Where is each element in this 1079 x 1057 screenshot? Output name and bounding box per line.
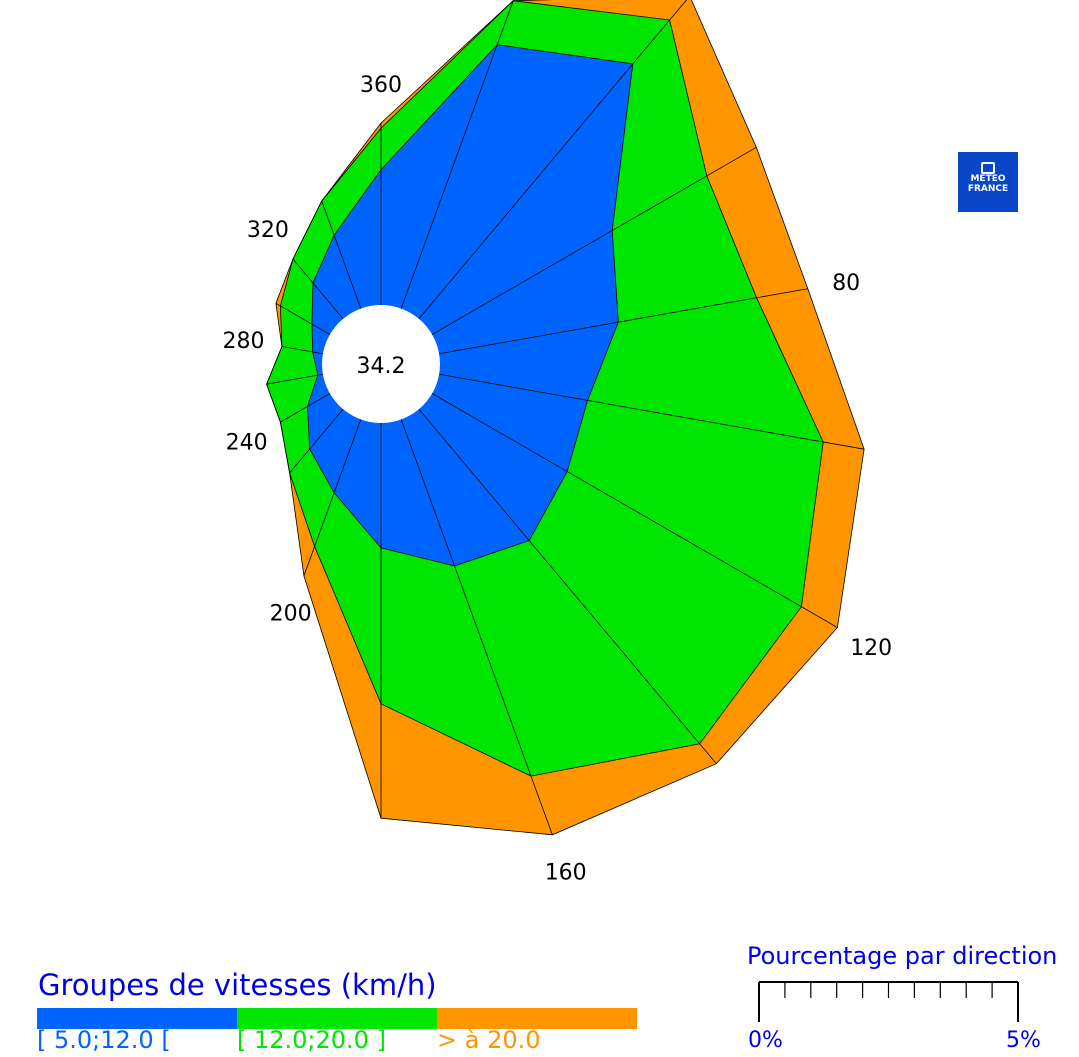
- calm-value: 34.2: [357, 354, 406, 379]
- direction-labels: 4080120160200240280320360: [223, 73, 893, 885]
- legend-swatch-high: [437, 1008, 637, 1029]
- spoke-260: [266, 373, 323, 385]
- spoke-220: [289, 408, 344, 474]
- direction-label-160: 160: [545, 860, 587, 885]
- scale-title: Pourcentage par direction: [747, 942, 1058, 970]
- direction-label-360: 360: [360, 73, 402, 98]
- direction-label-80: 80: [832, 271, 860, 296]
- direction-label-240: 240: [226, 431, 268, 456]
- meteo-france-logo: METEO FRANCE: [958, 152, 1018, 212]
- spoke-140: [418, 408, 717, 764]
- percentage-scale-bar: [758, 981, 1019, 1022]
- spoke-40: [418, 0, 687, 320]
- legend-label-high: > à 20.0: [437, 1026, 541, 1054]
- logo-mark-icon: [981, 162, 995, 174]
- speed-bands: [266, 0, 865, 835]
- spoke-120: [431, 393, 838, 628]
- spoke-160: [400, 419, 553, 835]
- legend-label-low: [ 5.0;12.0 [: [37, 1026, 171, 1054]
- legend-swatch-low: [37, 1008, 237, 1029]
- spoke-300: [275, 302, 331, 335]
- direction-label-120: 120: [850, 636, 892, 661]
- legend-title: Groupes de vitesses (km/h): [38, 968, 437, 1002]
- direction-label-200: 200: [270, 602, 312, 627]
- band-1: [307, 44, 633, 566]
- scale-max-label: 5%: [1006, 1028, 1041, 1053]
- spoke-240: [280, 393, 331, 423]
- spoke-320: [292, 258, 344, 320]
- spoke-200: [303, 419, 362, 576]
- spoke-280: [281, 346, 323, 355]
- spoke-60: [431, 146, 757, 335]
- direction-label-280: 280: [223, 329, 265, 354]
- logo-text-line2: FRANCE: [967, 184, 1009, 194]
- calm-circle: [322, 305, 440, 423]
- legend-swatch-mid: [237, 1008, 437, 1029]
- spoke-80: [439, 288, 808, 355]
- wind-rose-chart: 34.2 4080120160200240280320360: [223, 0, 893, 885]
- direction-spokes: [266, 0, 865, 836]
- direction-label-320: 320: [247, 218, 289, 243]
- legend-label-mid: [ 12.0;20.0 ]: [237, 1026, 386, 1054]
- logo-text-line1: METEO: [970, 174, 1006, 184]
- spoke-20: [400, 0, 514, 309]
- spoke-340: [321, 200, 362, 309]
- spoke-100: [439, 373, 865, 450]
- scale-min-label: 0%: [748, 1028, 783, 1053]
